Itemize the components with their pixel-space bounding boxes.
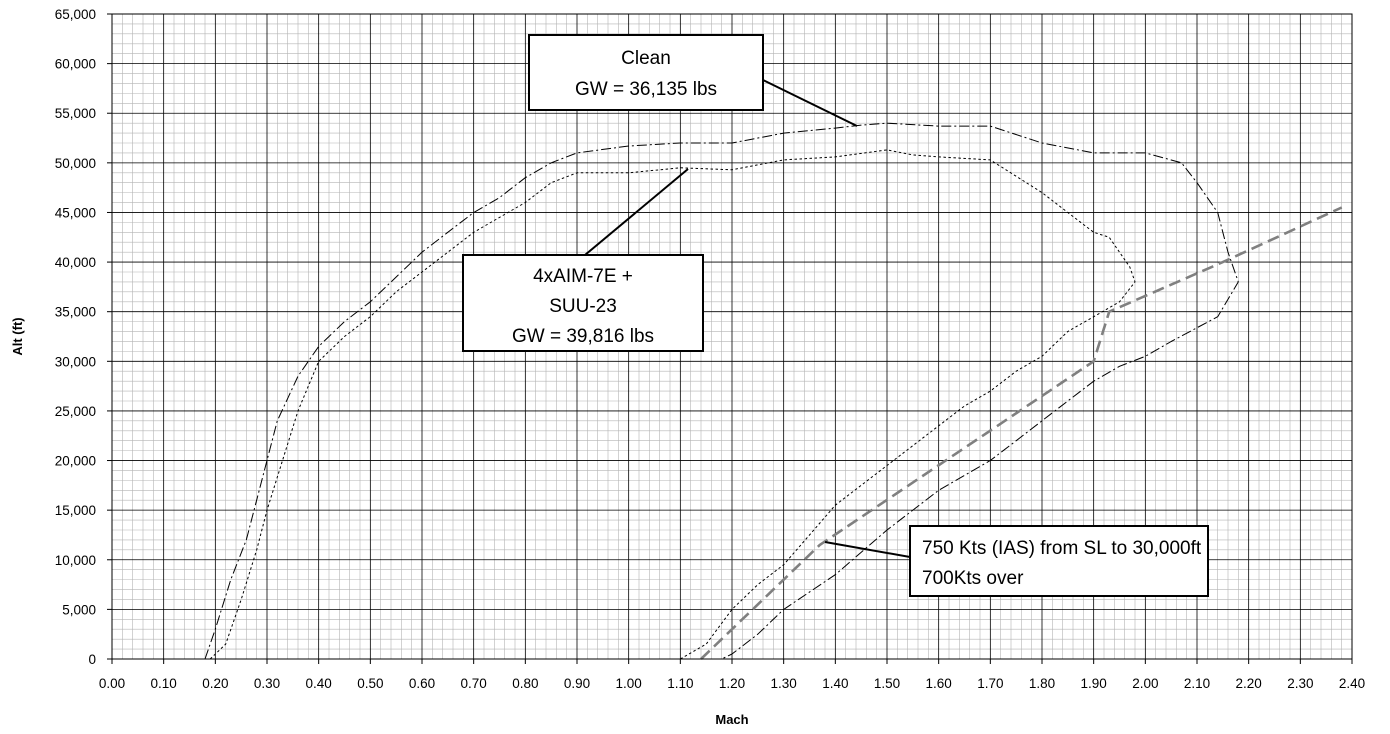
annotation-clean-line-2: GW = 36,135 lbs <box>575 79 717 100</box>
series-layer <box>204 122 1343 660</box>
x-axis-ticks: 0.00 0.10 0.20 0.30 0.40 0.50 0.60 0.70 0.80 0.90… <box>99 659 1365 691</box>
y-tick-label: 55,000 <box>55 106 96 121</box>
y-tick-label: 0 <box>88 652 96 667</box>
x-tick-label: 1.80 <box>1029 676 1055 691</box>
y-tick-label: 45,000 <box>55 205 96 220</box>
y-tick-label: 10,000 <box>55 553 96 568</box>
x-tick-label: 1.00 <box>616 676 642 691</box>
y-tick-label: 50,000 <box>55 156 96 171</box>
y-axis-title: Alt (ft) <box>10 317 25 355</box>
x-tick-label: 1.50 <box>874 676 900 691</box>
y-tick-label: 35,000 <box>55 305 96 320</box>
annotation-ias-line-1: 750 Kts (IAS) from SL to 30,000ft <box>922 538 1202 559</box>
x-tick-label: 1.90 <box>1081 676 1107 691</box>
y-tick-label: 5,000 <box>62 602 96 617</box>
annotation-aim7e-line-2: SUU-23 <box>549 296 617 317</box>
x-tick-label: 0.80 <box>512 676 538 691</box>
annotation-ias: 750 Kts (IAS) from SL to 30,000ft 700Kts… <box>909 525 1209 597</box>
x-tick-label: 2.40 <box>1339 676 1365 691</box>
x-axis-title: Mach <box>715 712 748 727</box>
annotation-aim7e-line-1: 4xAIM-7E + <box>533 266 633 287</box>
x-tick-label: 0.50 <box>357 676 383 691</box>
x-tick-label: 2.30 <box>1287 676 1313 691</box>
series-line-long-dash <box>700 206 1343 660</box>
annotation-clean: Clean GW = 36,135 lbs <box>528 34 764 111</box>
annotation-aim7e-line-3: GW = 39,816 lbs <box>512 326 654 347</box>
annotation-aim7e: 4xAIM-7E + SUU-23 GW = 39,816 lbs <box>462 254 704 352</box>
x-tick-label: 0.90 <box>564 676 590 691</box>
x-tick-label: 1.40 <box>822 676 848 691</box>
x-tick-label: 0.40 <box>306 676 332 691</box>
y-tick-label: 40,000 <box>55 255 96 270</box>
x-tick-label: 0.70 <box>461 676 487 691</box>
x-tick-label: 0.00 <box>99 676 125 691</box>
x-tick-label: 1.30 <box>771 676 797 691</box>
y-tick-label: 20,000 <box>55 454 96 469</box>
x-tick-label: 0.30 <box>254 676 280 691</box>
y-tick-label: 25,000 <box>55 404 96 419</box>
annotation-clean-line-1: Clean <box>621 48 671 69</box>
x-tick-label: 0.20 <box>202 676 228 691</box>
y-tick-label: 15,000 <box>55 503 96 518</box>
x-tick-label: 1.10 <box>667 676 693 691</box>
series-line-dotted <box>209 149 1136 660</box>
x-tick-label: 2.10 <box>1184 676 1210 691</box>
x-tick-label: 2.20 <box>1236 676 1262 691</box>
y-tick-label: 65,000 <box>55 7 96 22</box>
series-line-dash-dot <box>204 122 1239 660</box>
x-tick-label: 1.70 <box>977 676 1003 691</box>
annotation-ias-line-2: 700Kts over <box>922 568 1024 589</box>
annotation-leader-clean <box>762 79 858 127</box>
x-tick-label: 0.10 <box>151 676 177 691</box>
y-axis-ticks: 0 5,000 10,000 15,000 20,000 25,000 30,000 35,0… <box>55 7 112 667</box>
annotation-leader-ias <box>824 541 911 558</box>
x-tick-label: 2.00 <box>1132 676 1158 691</box>
y-tick-label: 60,000 <box>55 57 96 72</box>
x-tick-label: 1.20 <box>719 676 745 691</box>
y-tick-label: 30,000 <box>55 354 96 369</box>
annotation-leader-aim7e <box>584 168 689 256</box>
x-tick-label: 0.60 <box>409 676 435 691</box>
x-tick-label: 1.60 <box>926 676 952 691</box>
